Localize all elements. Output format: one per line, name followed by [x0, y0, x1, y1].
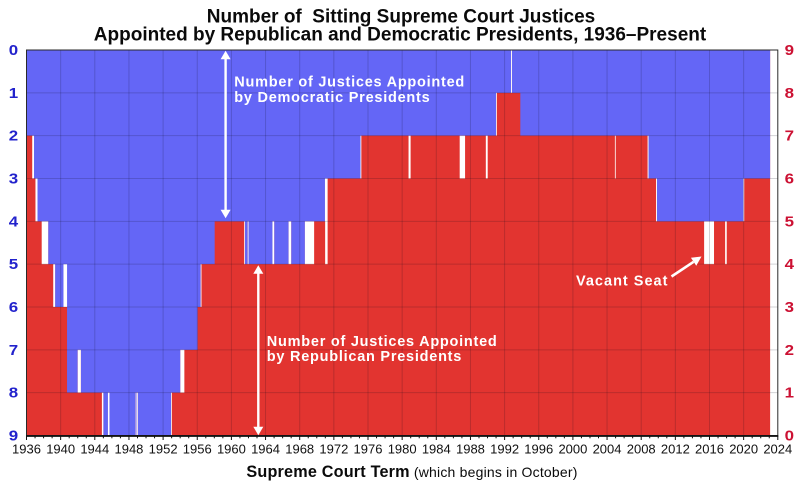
svg-text:1940: 1940 — [46, 442, 75, 457]
svg-text:1960: 1960 — [217, 442, 246, 457]
svg-text:Vacant Seat: Vacant Seat — [576, 273, 668, 289]
svg-text:1996: 1996 — [524, 442, 553, 457]
svg-text:1980: 1980 — [388, 442, 417, 457]
svg-text:2004: 2004 — [593, 442, 622, 457]
svg-text:0: 0 — [785, 428, 794, 445]
svg-text:Number of Sitting Supreme Cou: Number of Sitting Supreme Court Justices — [207, 7, 596, 28]
svg-text:1: 1 — [785, 385, 794, 402]
svg-text:1968: 1968 — [285, 442, 314, 457]
svg-text:by Democratic Presidents: by Democratic Presidents — [234, 90, 430, 106]
svg-text:4: 4 — [785, 256, 795, 273]
svg-text:2008: 2008 — [627, 442, 656, 457]
svg-text:4: 4 — [9, 213, 19, 230]
svg-text:Number of Justices Appointed: Number of Justices Appointed — [267, 334, 498, 350]
svg-text:1984: 1984 — [422, 442, 451, 457]
svg-text:6: 6 — [9, 299, 18, 316]
svg-text:Supreme Court Term (which begi: Supreme Court Term (which begins in Octo… — [246, 463, 577, 481]
svg-text:3: 3 — [785, 299, 794, 316]
svg-text:2000: 2000 — [558, 442, 587, 457]
svg-text:1936: 1936 — [12, 442, 41, 457]
svg-text:1952: 1952 — [149, 442, 178, 457]
svg-text:2016: 2016 — [695, 442, 724, 457]
svg-text:1972: 1972 — [319, 442, 348, 457]
svg-text:2012: 2012 — [661, 442, 690, 457]
svg-text:9: 9 — [785, 42, 794, 59]
svg-text:0: 0 — [9, 42, 18, 59]
svg-text:7: 7 — [785, 128, 794, 145]
svg-text:Number of Justices Appointed: Number of Justices Appointed — [234, 75, 465, 91]
svg-text:5: 5 — [785, 213, 794, 230]
svg-text:1948: 1948 — [114, 442, 143, 457]
svg-text:1976: 1976 — [354, 442, 383, 457]
svg-text:6: 6 — [785, 171, 794, 188]
svg-text:2020: 2020 — [729, 442, 758, 457]
svg-text:2: 2 — [785, 342, 794, 359]
svg-text:1944: 1944 — [80, 442, 109, 457]
svg-text:8: 8 — [9, 385, 18, 402]
svg-text:8: 8 — [785, 85, 794, 102]
svg-text:2: 2 — [9, 128, 18, 145]
svg-text:5: 5 — [9, 256, 18, 273]
svg-text:9: 9 — [9, 428, 18, 445]
svg-text:3: 3 — [9, 171, 18, 188]
svg-text:Appointed by Republican and De: Appointed by Republican and Democratic P… — [94, 25, 707, 46]
svg-text:2024: 2024 — [763, 442, 792, 457]
svg-text:1988: 1988 — [456, 442, 485, 457]
svg-text:1992: 1992 — [490, 442, 519, 457]
svg-text:1964: 1964 — [251, 442, 280, 457]
svg-text:1: 1 — [9, 85, 18, 102]
svg-text:1956: 1956 — [183, 442, 212, 457]
svg-text:7: 7 — [9, 342, 18, 359]
svg-text:by Republican Presidents: by Republican Presidents — [267, 349, 462, 365]
